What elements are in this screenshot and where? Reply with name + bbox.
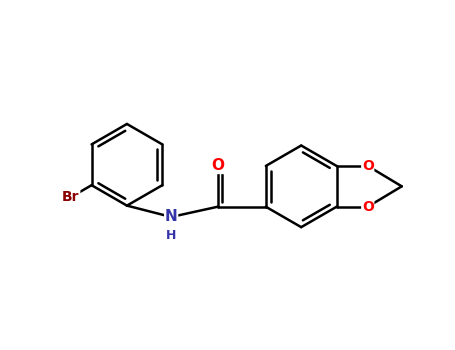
Text: O: O xyxy=(362,200,374,214)
Text: Br: Br xyxy=(62,190,80,204)
Text: O: O xyxy=(211,159,224,174)
Text: N: N xyxy=(165,209,177,224)
Text: O: O xyxy=(362,159,374,173)
Text: H: H xyxy=(166,229,177,241)
